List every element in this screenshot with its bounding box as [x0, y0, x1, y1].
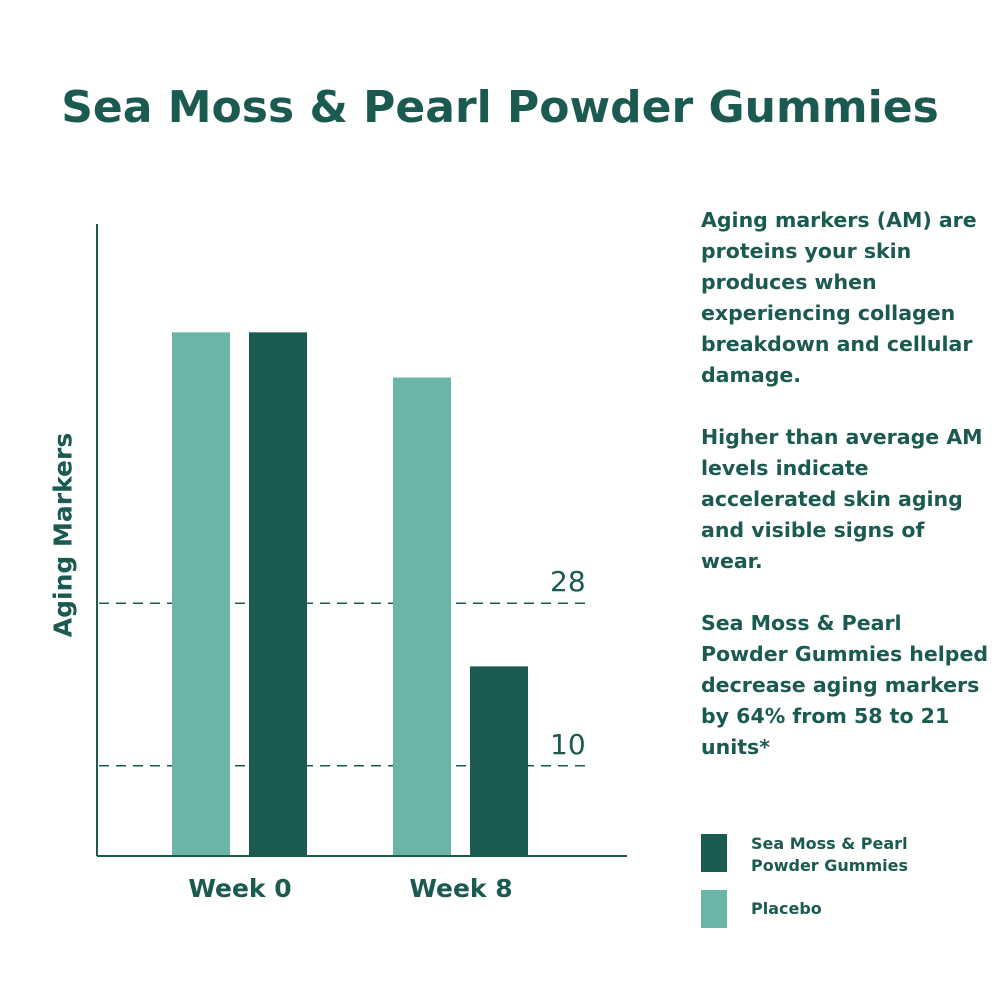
page-title: Sea Moss & Pearl Powder Gummies	[61, 82, 939, 133]
legend-swatch-placebo	[701, 890, 727, 928]
bar-gummies-week-0	[249, 332, 307, 856]
bar-placebo-week-0	[172, 332, 230, 856]
description: Aging markers (AM) are proteins your ski…	[701, 205, 991, 794]
bars	[172, 332, 528, 856]
reference-line-label-28: 28	[550, 565, 586, 599]
reference-line-label-10: 10	[550, 727, 586, 761]
bar-gummies-week-8	[470, 666, 528, 856]
description-paragraph: Aging markers (AM) are proteins your ski…	[701, 208, 977, 387]
bar-chart	[96, 224, 627, 857]
description-paragraph: Sea Moss & Pearl Powder Gummies helped d…	[701, 611, 989, 759]
description-paragraph: Higher than average AM levels indicate a…	[701, 425, 983, 573]
y-axis-label: Aging Markers	[48, 432, 78, 638]
x-tick-label-week-0: Week 0	[188, 874, 292, 903]
bar-placebo-week-8	[393, 377, 451, 856]
legend-label-gummies: Sea Moss & Pearl Powder Gummies	[751, 834, 908, 875]
legend-swatch-gummies	[701, 834, 727, 872]
legend-label-placebo: Placebo	[751, 899, 822, 918]
x-tick-label-week-8: Week 8	[409, 874, 513, 903]
